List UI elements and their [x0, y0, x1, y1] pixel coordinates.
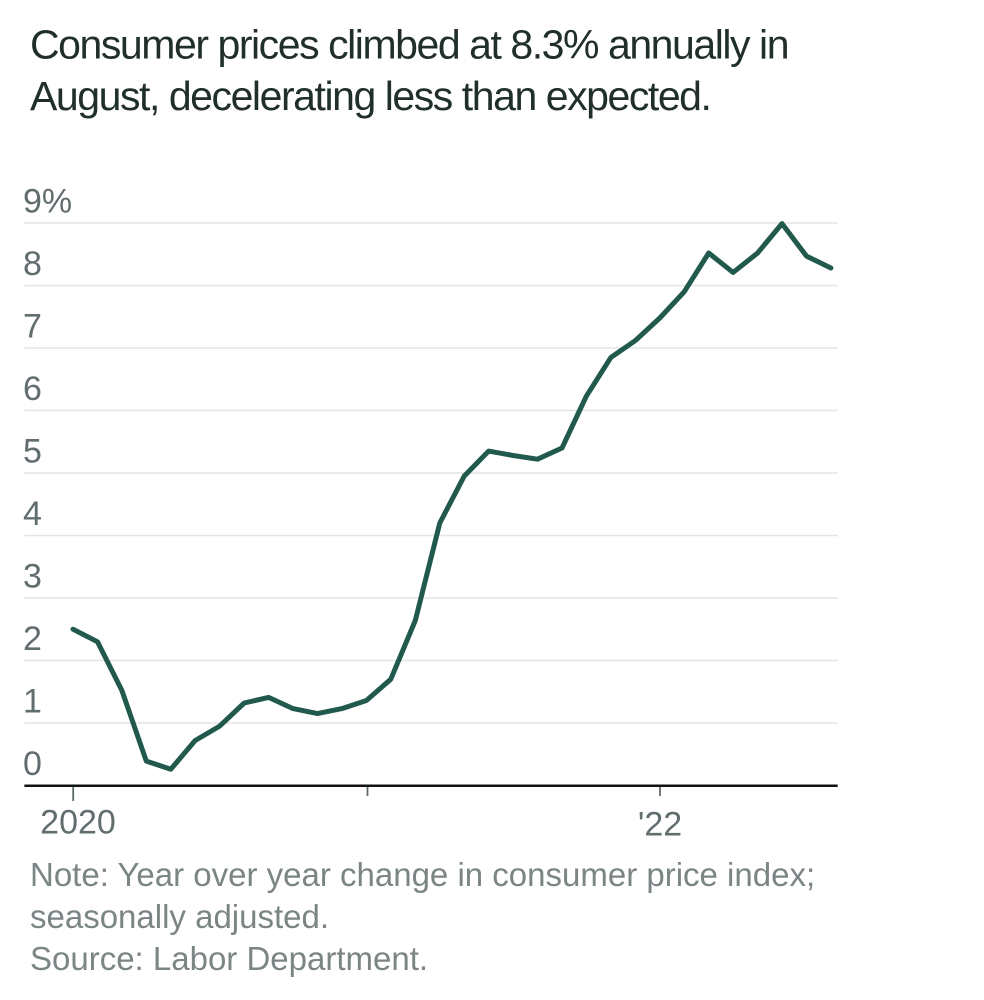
svg-text:Consumer prices climbed at 8.3: Consumer prices climbed at 8.3% annually… [30, 22, 788, 68]
svg-text:2020: 2020 [40, 804, 116, 842]
svg-text:Note: Year over year change in: Note: Year over year change in consumer … [30, 856, 815, 893]
svg-text:August, decelerating less than: August, decelerating less than expected. [30, 73, 710, 119]
svg-text:'22: '22 [638, 806, 682, 844]
svg-text:5: 5 [23, 432, 42, 470]
svg-text:7: 7 [23, 307, 42, 345]
svg-text:8: 8 [23, 245, 42, 283]
svg-text:2: 2 [23, 620, 42, 658]
svg-text:seasonally adjusted.: seasonally adjusted. [30, 898, 329, 935]
svg-text:3: 3 [23, 557, 42, 595]
svg-text:0: 0 [23, 745, 42, 783]
svg-text:9%: 9% [23, 182, 72, 220]
svg-text:1: 1 [23, 682, 42, 720]
svg-text:Source: Labor Department.: Source: Labor Department. [30, 940, 428, 977]
svg-text:6: 6 [23, 370, 42, 408]
svg-text:4: 4 [23, 495, 42, 533]
